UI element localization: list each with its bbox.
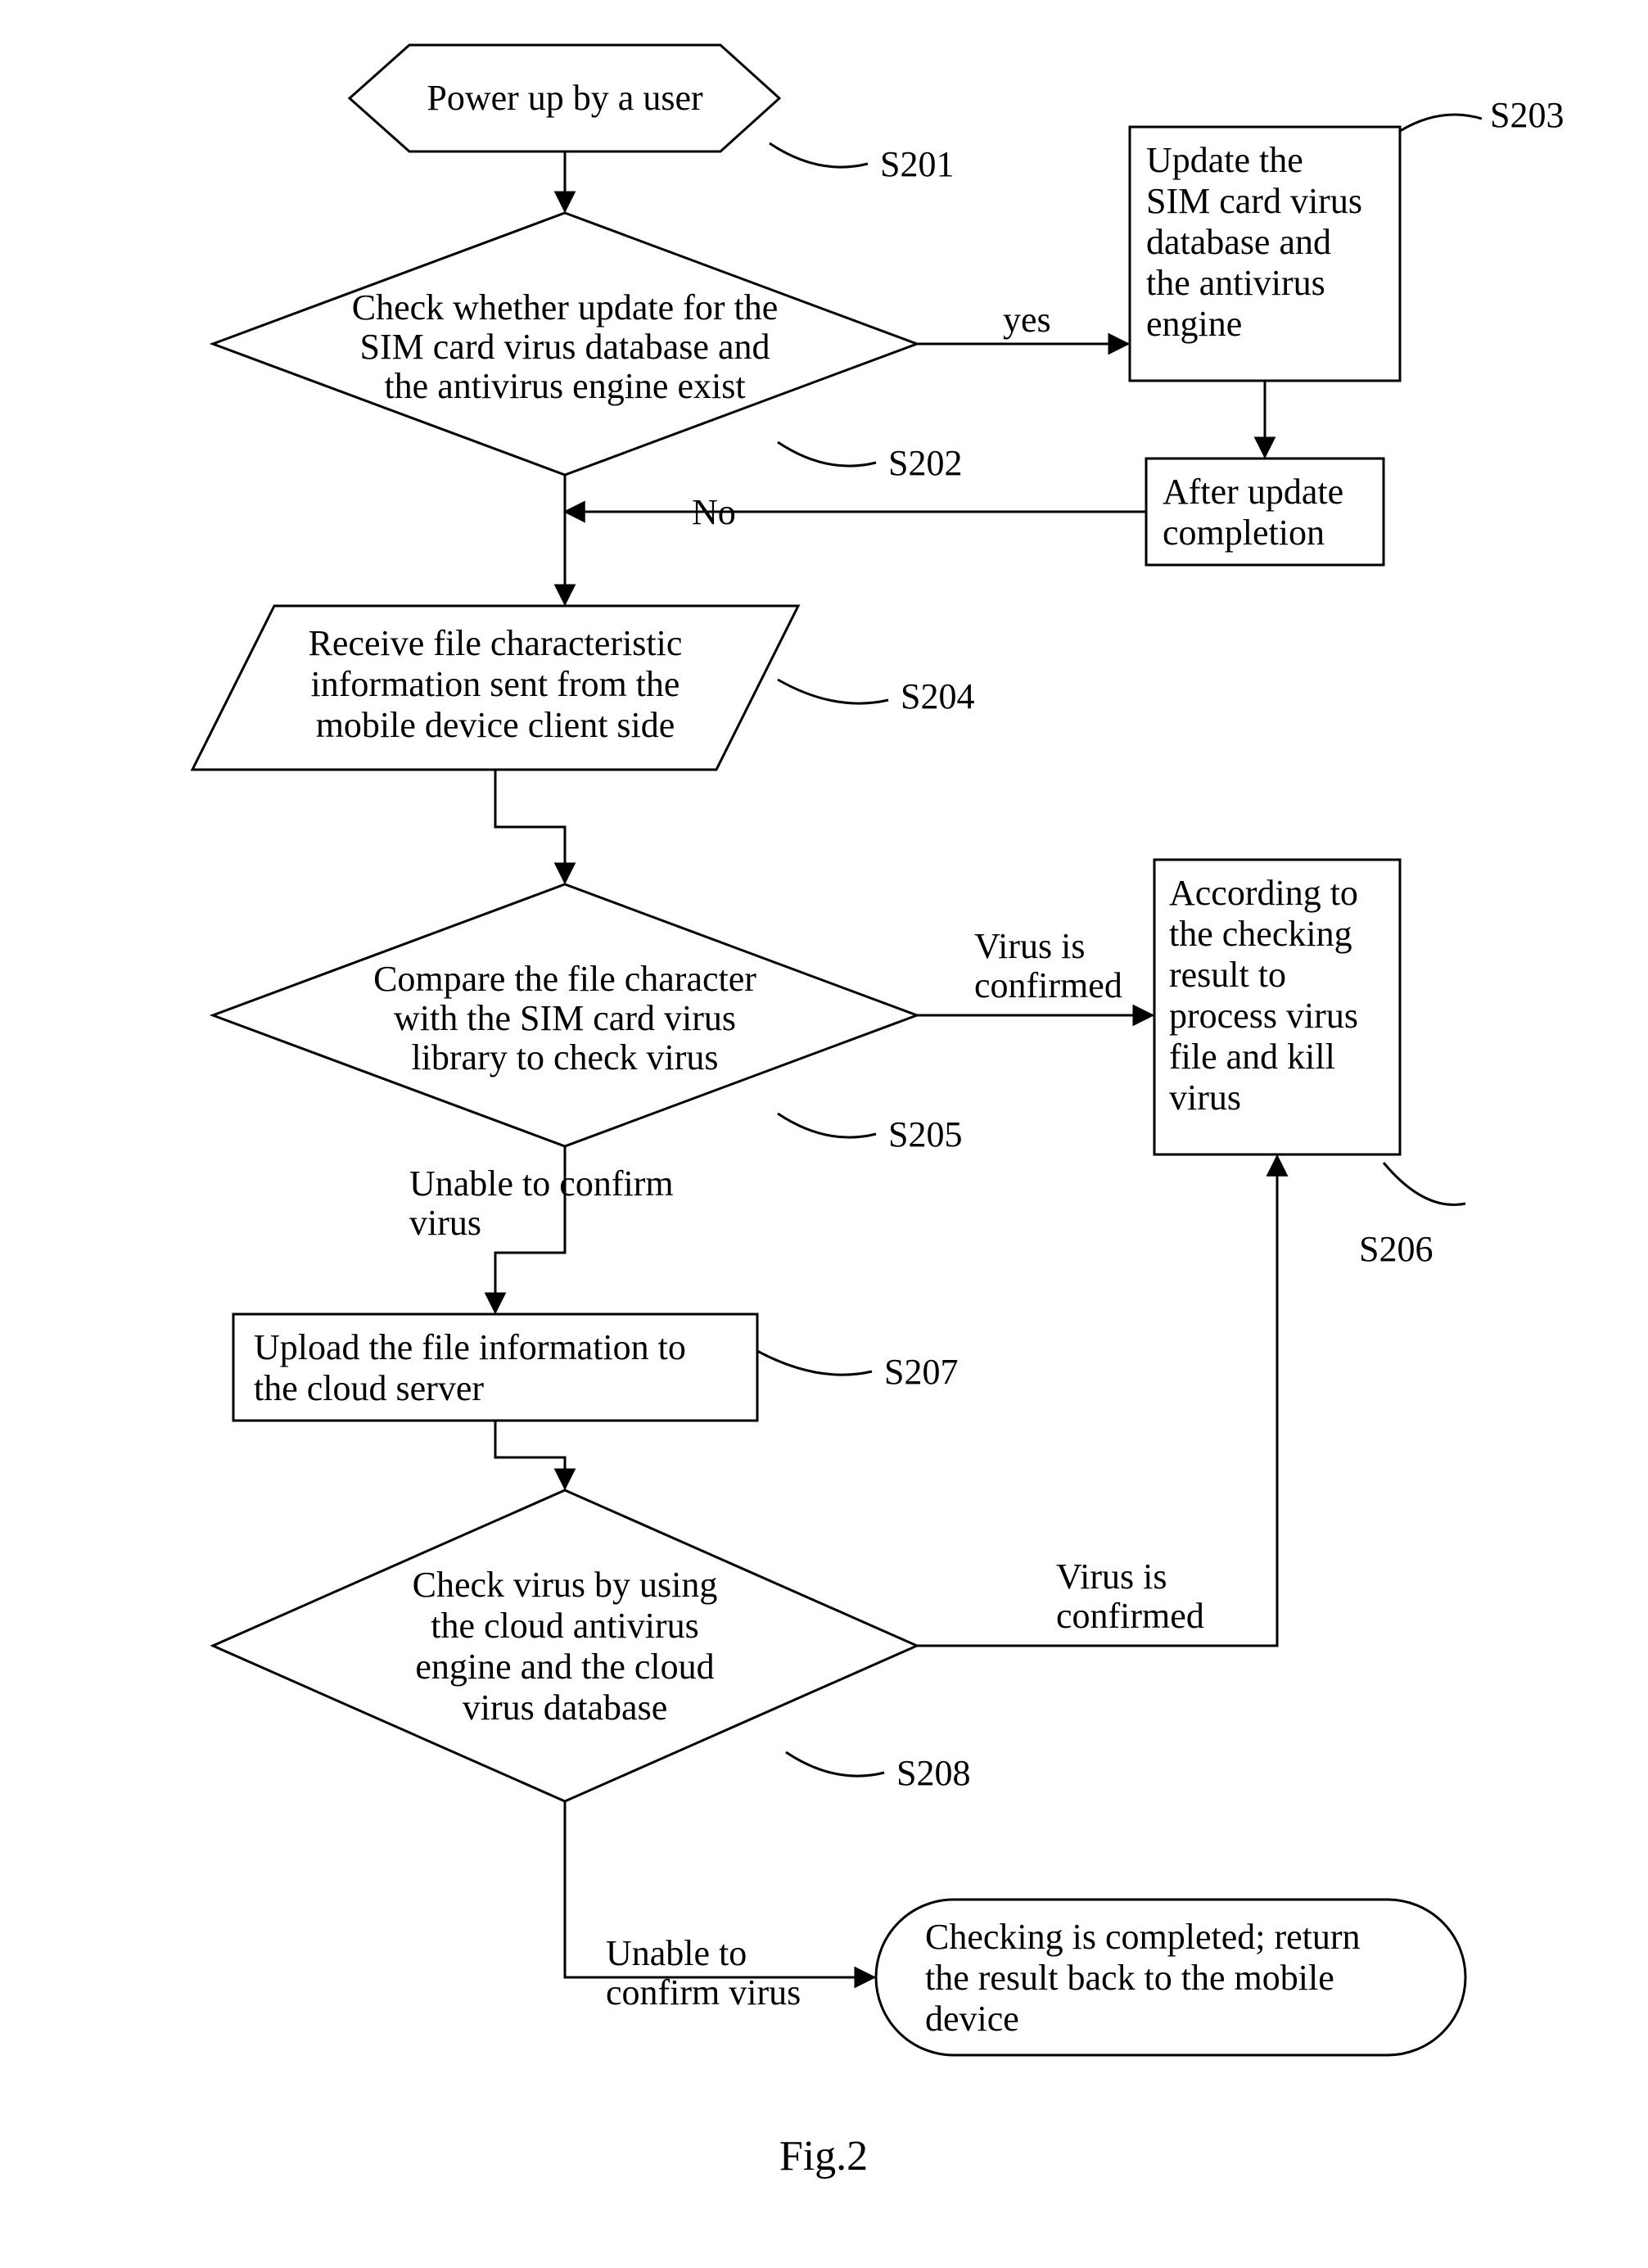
edge-s207-s208: [495, 1421, 565, 1489]
edge-label-uc2-l1: Unable to: [606, 1933, 747, 1973]
leader-s202: [778, 442, 876, 466]
text-s203-l2: SIM card virus: [1146, 181, 1362, 221]
text-s204-l2: information sent from the: [311, 664, 680, 704]
text-s208-l1: Check virus by using: [413, 1565, 718, 1605]
edge-s204-s205: [495, 770, 565, 883]
edge-label-uc2-l2: confirm virus: [606, 1972, 801, 2013]
edge-label-vc1-l1: Virus is: [974, 926, 1085, 966]
leader-s208: [786, 1752, 884, 1776]
leader-s203: [1400, 115, 1482, 131]
label-s208: S208: [896, 1753, 970, 1793]
label-s201: S201: [880, 144, 954, 184]
leader-s205: [778, 1114, 876, 1137]
leader-s207: [757, 1351, 872, 1375]
text-s204-l1: Receive file characteristic: [309, 623, 683, 663]
text-s208-l2: the cloud antivirus: [431, 1606, 699, 1646]
text-s203-l5: engine: [1146, 304, 1242, 344]
text-s206-l3: result to: [1169, 955, 1286, 995]
edge-label-vc1-l2: confirmed: [974, 965, 1122, 1005]
text-s206-l4: process virus: [1169, 996, 1358, 1036]
text-afterupdate-l1: After update: [1163, 472, 1343, 512]
edge-label-yes: yes: [1003, 300, 1051, 340]
text-s207-l2: the cloud server: [254, 1368, 484, 1408]
diamond-s208: [213, 1490, 917, 1801]
node-s204: Receive file characteristic information …: [192, 606, 798, 770]
leader-s204: [778, 680, 888, 703]
flowchart-svg: Power up by a user S201 Check whether up…: [0, 0, 1648, 2268]
edge-label-uc1-l2: virus: [409, 1203, 481, 1243]
node-s208: Check virus by using the cloud antivirus…: [213, 1490, 917, 1801]
label-s203: S203: [1490, 95, 1564, 135]
text-s203-l4: the antivirus: [1146, 263, 1325, 303]
label-s205: S205: [888, 1114, 962, 1154]
text-s205-l2: with the SIM card virus: [394, 998, 736, 1038]
label-s207: S207: [884, 1352, 958, 1392]
node-end: Checking is completed; return the result…: [876, 1900, 1465, 2055]
node-s203: Update the SIM card virus database and t…: [1130, 127, 1400, 381]
node-s201: Power up by a user: [350, 45, 779, 151]
text-end-l2: the result back to the mobile: [925, 1958, 1334, 1998]
text-s208-l4: virus database: [463, 1687, 667, 1728]
node-s205: Compare the file character with the SIM …: [213, 884, 917, 1146]
edge-label-no: No: [692, 492, 736, 532]
text-end-l3: device: [925, 1999, 1019, 2039]
label-s206: S206: [1359, 1229, 1433, 1269]
figure-label: Fig.2: [779, 2133, 868, 2180]
edge-label-vc2-l2: confirmed: [1056, 1596, 1204, 1636]
node-s206: According to the checking result to proc…: [1154, 860, 1400, 1154]
text-s204-l3: mobile device client side: [316, 705, 675, 745]
text-s201: Power up by a user: [427, 78, 703, 118]
text-s206-l6: virus: [1169, 1078, 1241, 1118]
text-s206-l5: file and kill: [1169, 1037, 1335, 1077]
leader-s201: [770, 143, 868, 167]
node-s207: Upload the file information to the cloud…: [233, 1314, 757, 1421]
text-s202-l3: the antivirus engine exist: [384, 366, 745, 406]
label-s204: S204: [901, 676, 974, 716]
text-s206-l1: According to: [1169, 873, 1358, 913]
label-s202: S202: [888, 443, 962, 483]
text-s203-l3: database and: [1146, 222, 1331, 262]
text-s203-l1: Update the: [1146, 140, 1303, 180]
text-afterupdate-l2: completion: [1163, 513, 1325, 553]
leader-s206: [1384, 1163, 1465, 1204]
edge-label-vc2-l1: Virus is: [1056, 1556, 1167, 1597]
text-s206-l2: the checking: [1169, 914, 1352, 954]
edge-label-uc1-l1: Unable to confirm: [409, 1163, 674, 1204]
node-s202: Check whether update for the SIM card vi…: [213, 213, 917, 475]
text-s202-l2: SIM card virus database and: [360, 327, 770, 367]
node-after-update: After update completion: [1146, 459, 1384, 565]
text-s205-l3: library to check virus: [411, 1037, 718, 1078]
text-s205-l1: Compare the file character: [373, 959, 756, 999]
text-s208-l3: engine and the cloud: [415, 1647, 714, 1687]
text-s202-l1: Check whether update for the: [352, 287, 778, 328]
text-s207-l1: Upload the file information to: [254, 1327, 686, 1367]
text-end-l1: Checking is completed; return: [925, 1917, 1361, 1957]
